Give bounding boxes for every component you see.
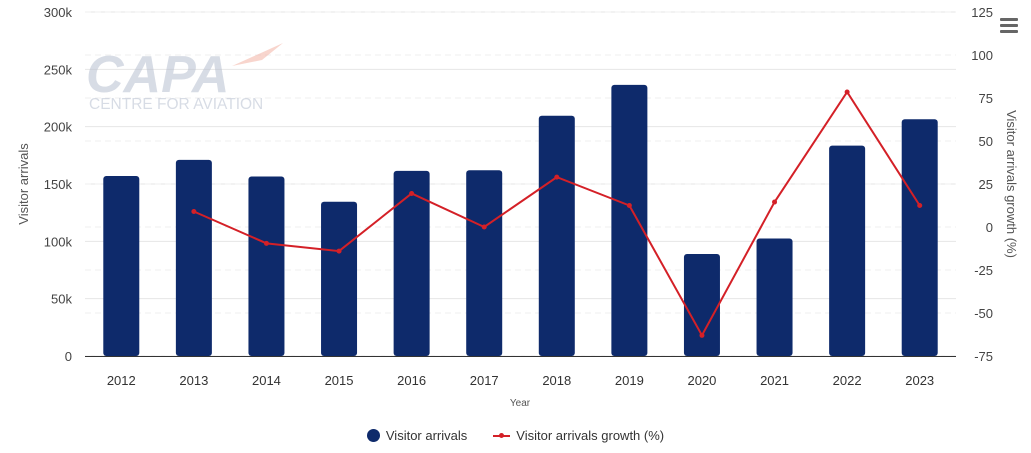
capa-logo: CAPA CENTRE FOR AVIATION xyxy=(86,43,283,113)
logo-wordmark: CAPA xyxy=(86,46,229,104)
legend: Visitor arrivals Visitor arrivals growth… xyxy=(0,428,1031,443)
bar-2021[interactable] xyxy=(756,238,793,356)
bar-2012[interactable] xyxy=(103,175,140,356)
x-axis-title: Year xyxy=(510,398,531,409)
y-left-tick-label: 100k xyxy=(44,234,73,249)
y-right-tick-label: 125 xyxy=(971,5,993,20)
y-left-tick-label: 300k xyxy=(44,5,73,20)
growth-point-2015[interactable] xyxy=(336,248,342,254)
bar-2018[interactable] xyxy=(538,115,575,356)
bar-2022[interactable] xyxy=(829,145,866,356)
logo-tagline: CENTRE FOR AVIATION xyxy=(89,96,263,113)
chart-canvas: CAPA CENTRE FOR AVIATION 0 50k 100k 150k 200… xyxy=(16,5,1019,409)
y-right-tick-label: 0 xyxy=(986,220,993,235)
growth-point-2019[interactable] xyxy=(626,203,632,208)
x-tick-label: 2018 xyxy=(542,373,571,388)
logo-swoosh-icon xyxy=(232,43,283,66)
growth-point-2017[interactable] xyxy=(481,224,487,230)
legend-item-growth[interactable]: Visitor arrivals growth (%) xyxy=(493,428,664,443)
growth-point-2022[interactable] xyxy=(844,89,850,95)
bar-2014[interactable] xyxy=(248,176,285,356)
bar-2013[interactable] xyxy=(175,159,212,356)
x-tick-label: 2013 xyxy=(179,373,208,388)
bar-2016[interactable] xyxy=(393,170,430,356)
chart-menu-button[interactable] xyxy=(999,16,1019,36)
bar-series xyxy=(103,84,938,357)
y-left-tick-label: 150k xyxy=(44,177,73,192)
y-right-tick-label: -25 xyxy=(974,263,993,278)
x-tick-label: 2020 xyxy=(687,373,716,388)
growth-point-2014[interactable] xyxy=(263,240,269,246)
x-tick-label: 2012 xyxy=(107,373,136,388)
growth-point-2021[interactable] xyxy=(772,199,778,205)
y-right-tick-label: -50 xyxy=(974,306,993,321)
growth-point-2023[interactable] xyxy=(917,203,923,208)
y-right-tick-label: 100 xyxy=(971,48,993,63)
y-axis-left-title: Visitor arrivals xyxy=(16,143,31,225)
x-tick-label: 2023 xyxy=(905,373,934,388)
y-left-tick-label: 200k xyxy=(44,120,73,135)
legend-label: Visitor arrivals xyxy=(385,428,468,443)
legend-line-marker xyxy=(493,432,511,438)
x-tick-label: 2021 xyxy=(760,373,789,388)
bar-2023[interactable] xyxy=(901,119,938,356)
y-right-tick-label: -75 xyxy=(974,349,993,364)
axes: 0 50k 100k 150k 200k 250k 300k -75 -50 -25 0 25 50 75… xyxy=(44,5,993,388)
line-series xyxy=(191,89,923,338)
growth-point-2018[interactable] xyxy=(554,174,560,180)
y-right-tick-label: 25 xyxy=(979,177,993,192)
growth-point-2013[interactable] xyxy=(191,209,197,215)
x-tick-label: 2022 xyxy=(833,373,862,388)
x-tick-label: 2016 xyxy=(397,373,426,388)
legend-bar-marker xyxy=(366,429,380,442)
x-tick-label: 2015 xyxy=(325,373,354,388)
x-tick-label: 2019 xyxy=(615,373,644,388)
y-right-tick-label: 50 xyxy=(979,134,993,149)
legend-label: Visitor arrivals growth (%) xyxy=(516,428,665,443)
bar-2015[interactable] xyxy=(321,201,358,356)
bar-2020[interactable] xyxy=(683,253,720,356)
legend-item-visitor-arrivals[interactable]: Visitor arrivals xyxy=(366,428,468,443)
bar-2019[interactable] xyxy=(611,84,648,357)
bar-2017[interactable] xyxy=(466,170,503,356)
x-tick-label: 2017 xyxy=(470,373,499,388)
y-left-tick-label: 250k xyxy=(44,62,73,77)
x-tick-label: 2014 xyxy=(252,373,281,388)
growth-point-2016[interactable] xyxy=(409,190,415,196)
y-left-tick-label: 50k xyxy=(51,292,72,307)
growth-point-2020[interactable] xyxy=(699,332,705,338)
y-right-tick-label: 75 xyxy=(979,91,993,106)
y-axis-right-title: Visitor arrivals growth (%) xyxy=(1004,110,1019,258)
y-left-tick-label: 0 xyxy=(65,349,72,364)
